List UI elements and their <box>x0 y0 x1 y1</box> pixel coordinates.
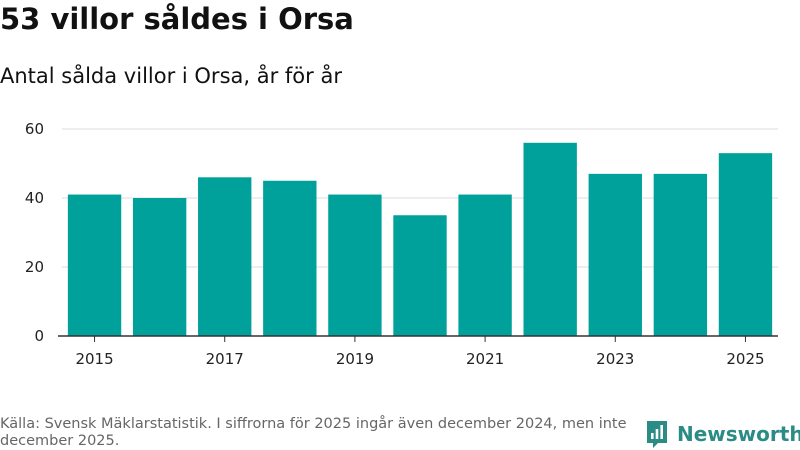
y-tick-label: 20 <box>25 258 44 276</box>
bar-2015 <box>67 194 122 336</box>
x-tick-label: 2025 <box>726 350 764 368</box>
chart-title: 53 villor såldes i Orsa <box>0 2 354 36</box>
bar-2018 <box>263 180 317 336</box>
bar-chart: 0 20 40 60 2015 2017 2019 2021 2023 2025 <box>25 120 778 368</box>
newsworthy-logo-icon <box>647 421 667 448</box>
x-tick-label: 2015 <box>75 350 113 368</box>
x-tick-label: 2019 <box>336 350 374 368</box>
bar-2019 <box>328 194 382 336</box>
brand[interactable]: Newsworthy <box>645 419 800 449</box>
x-tick-label: 2023 <box>596 350 634 368</box>
y-tick-label: 0 <box>34 327 44 345</box>
source-note: Källa: Svensk Mäklarstatistik. I siffror… <box>0 416 627 449</box>
x-axis-ticks: 2015 2017 2019 2021 2023 2025 <box>75 336 765 368</box>
y-tick-label: 60 <box>25 120 44 138</box>
bar-2025 <box>718 153 773 336</box>
y-axis-ticks: 0 20 40 60 <box>25 120 44 345</box>
x-tick-label: 2021 <box>466 350 504 368</box>
y-tick-label: 40 <box>25 189 44 207</box>
x-tick-label: 2017 <box>206 350 244 368</box>
bar-2024 <box>653 173 708 336</box>
bar-2020 <box>393 215 447 336</box>
bar-2023 <box>588 173 642 336</box>
brand-name: Newsworthy <box>677 422 800 446</box>
chart-subtitle: Antal sålda villor i Orsa, år för år <box>0 64 342 88</box>
bar-2016 <box>132 198 187 336</box>
bar-2022 <box>523 142 577 336</box>
bars <box>67 142 773 336</box>
bar-2017 <box>198 177 252 336</box>
bar-2021 <box>458 194 512 336</box>
